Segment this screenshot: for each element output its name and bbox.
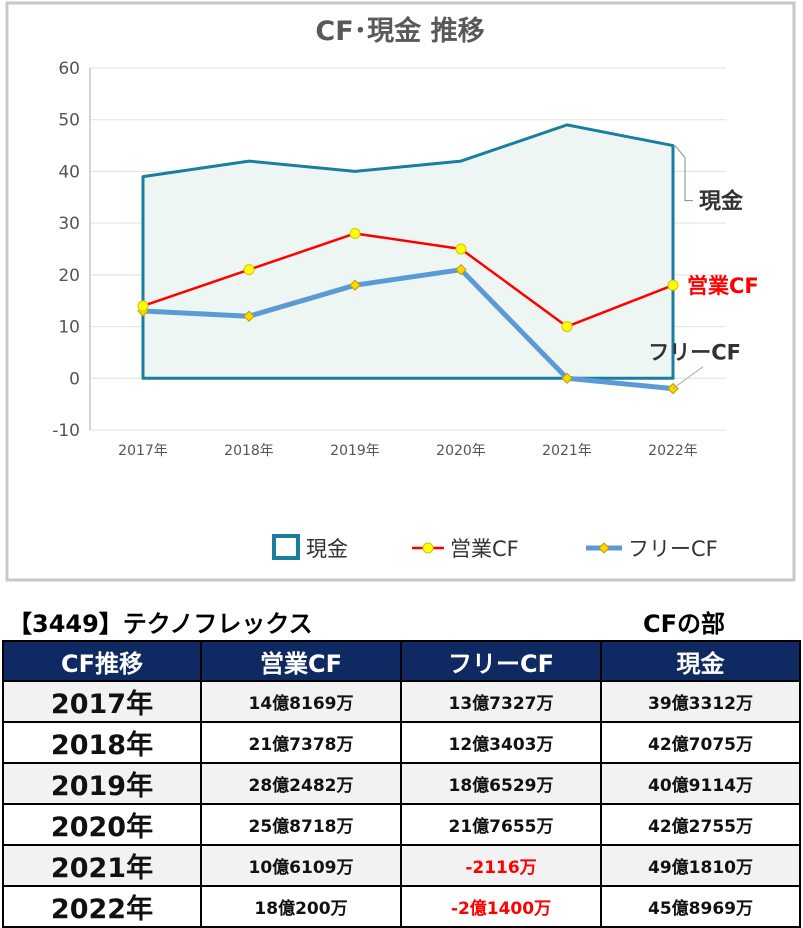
- chart-svg: CF･現金 推移 60 50 40 30 20 10 0 -10 2017年 2018年 2019年…: [5, 1, 796, 582]
- column-header-year: CF推移: [2, 640, 202, 682]
- cash-area-fill: [141, 123, 675, 380]
- cash-cell: 42億2755万: [600, 803, 801, 846]
- free-cf-end-label: フリーCF: [648, 341, 741, 365]
- free-cf-point: [349, 279, 361, 291]
- legend-marker-free-cf: [598, 542, 610, 554]
- operating-cf-point: [137, 300, 149, 312]
- column-header-operating-cf: 営業CF: [200, 640, 402, 682]
- section-title: CFの部: [643, 610, 726, 638]
- operating-cf-cell: 14億8169万: [200, 680, 402, 723]
- operating-cf-point: [667, 279, 679, 291]
- table-row: 2017年 14億8169万 13億7327万 39億3312万: [2, 680, 801, 723]
- operating-cf-end-label: 営業CF: [687, 274, 759, 298]
- table-row: 2018年 21億7378万 12億3403万 42億7075万: [2, 721, 801, 764]
- column-header-free-cf: フリーCF: [400, 640, 602, 682]
- free-cf-cell: 12億3403万: [400, 721, 602, 764]
- y-tick-label: 30: [58, 214, 80, 234]
- table-header-row: CF推移 営業CF フリーCF 現金: [2, 640, 801, 682]
- operating-cf-point: [243, 264, 255, 276]
- operating-cf-cell: 28億2482万: [200, 762, 402, 805]
- axes: 60 50 40 30 20 10 0 -10 2017年 2018年 2019年 2020年 2021…: [52, 59, 698, 459]
- legend-marker-operating-cf: [422, 542, 434, 554]
- table-row: 2020年 25億8718万 21億7655万 42億2755万: [2, 803, 801, 846]
- free-cf-cell: 21億7655万: [400, 803, 602, 846]
- free-cf-cell: 13億7327万: [400, 680, 602, 723]
- cash-cell: 49億1810万: [600, 844, 801, 887]
- x-tick-label: 2022年: [648, 443, 698, 459]
- year-cell: 2020年: [2, 803, 202, 846]
- free-cf-cell: -2億1400万: [400, 885, 602, 928]
- cash-cell: 42億7075万: [600, 721, 801, 764]
- operating-cf-point: [455, 243, 467, 255]
- free-cf-point: [455, 263, 467, 276]
- table-row: 2021年 10億6109万 -2116万 49億1810万: [2, 844, 801, 887]
- cash-cell: 40億9114万: [600, 762, 801, 805]
- cash-cell: 39億3312万: [600, 680, 801, 723]
- series-lines: [142, 232, 674, 392]
- x-tick-label: 2020年: [436, 443, 486, 459]
- cf-table: CF推移 営業CF フリーCF 現金 2017年 14億8169万 13億732…: [2, 640, 801, 928]
- year-cell: 2019年: [2, 762, 202, 805]
- company-title: 【3449】テクノフレックス: [8, 610, 313, 638]
- y-tick-label: 50: [58, 111, 80, 131]
- y-tick-label: 40: [58, 162, 80, 182]
- legend-label-free-cf: フリーCF: [628, 537, 718, 561]
- operating-cf-line: [142, 232, 674, 328]
- operating-cf-cell: 10億6109万: [200, 844, 402, 887]
- y-tick-label: 10: [58, 318, 80, 338]
- legend-swatch-cash: [272, 534, 300, 560]
- free-cf-line: [142, 267, 674, 392]
- operating-cf-point: [561, 321, 573, 333]
- legend-label-cash: 現金: [306, 537, 348, 561]
- chart-title: CF･現金 推移: [315, 15, 484, 47]
- operating-cf-cell: 25億8718万: [200, 803, 402, 846]
- free-cf-cell: 18億6529万: [400, 762, 602, 805]
- cf-cash-chart: CF･現金 推移 60 50 40 30 20 10 0 -10 2017年 2018年 2019年…: [4, 0, 797, 586]
- free-cf-point: [561, 372, 573, 384]
- year-cell: 2018年: [2, 721, 202, 764]
- operating-cf-point: [349, 227, 361, 239]
- cash-end-label: 現金: [699, 189, 744, 215]
- year-cell: 2021年: [2, 844, 202, 887]
- cash-area: [141, 123, 675, 380]
- free-cf-point: [243, 310, 255, 322]
- y-tick-label: -10: [52, 421, 80, 441]
- x-tick-label: 2019年: [330, 443, 380, 459]
- year-cell: 2022年: [2, 885, 202, 928]
- legend: 現金 営業CF フリーCF: [272, 534, 718, 561]
- y-tick-label: 60: [58, 59, 80, 79]
- operating-cf-cell: 18億200万: [200, 885, 402, 928]
- operating-cf-cell: 21億7378万: [200, 721, 402, 764]
- cash-cell: 45億8969万: [600, 885, 801, 928]
- x-tick-label: 2021年: [542, 443, 592, 459]
- x-tick-label: 2018年: [224, 443, 274, 459]
- y-tick-label: 0: [69, 369, 80, 389]
- column-header-cash: 現金: [600, 640, 801, 682]
- y-tick-label: 20: [58, 266, 80, 286]
- free-cf-label-leader: [672, 366, 704, 390]
- free-cf-cell: -2116万: [400, 844, 602, 887]
- x-tick-label: 2017年: [118, 443, 168, 459]
- table-row: 2019年 28億2482万 18億6529万 40億9114万: [2, 762, 801, 805]
- year-cell: 2017年: [2, 680, 202, 723]
- legend-label-operating-cf: 営業CF: [450, 537, 519, 561]
- table-row: 2022年 18億200万 -2億1400万 45億8969万: [2, 885, 801, 928]
- cash-label-leader: [674, 145, 693, 202]
